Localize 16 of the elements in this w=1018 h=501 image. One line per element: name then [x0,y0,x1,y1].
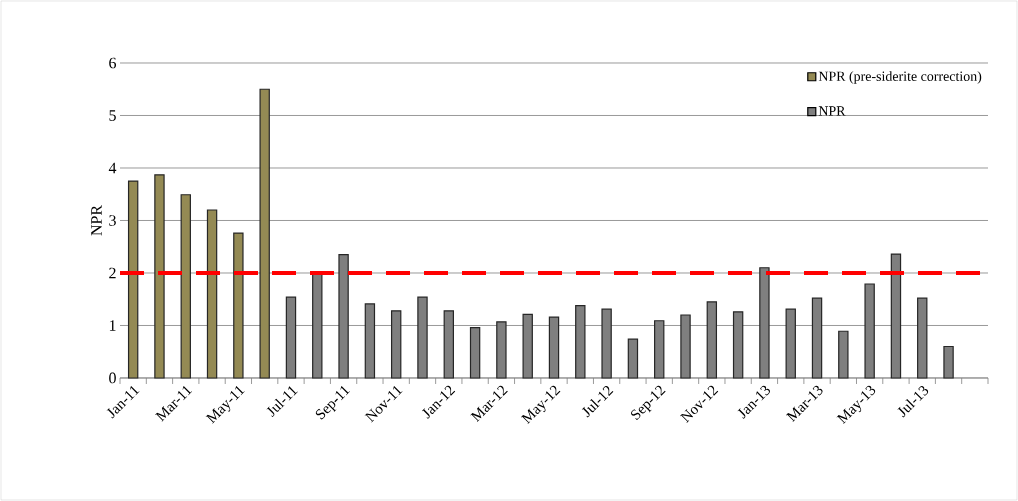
bar [206,209,218,379]
legend-label: NPR [818,106,846,116]
bar [154,174,165,379]
bar [259,88,270,379]
y-tick-label: 3 [109,215,116,226]
y-axis-title: NPR [91,205,102,236]
legend-label: NPR (pre-siderite correction) [818,71,982,84]
y-tick-label: 5 [109,110,116,121]
y-tick-label: 4 [108,162,117,174]
y-tick-label: 1 [109,320,116,331]
y-tick-label: 0 [109,372,116,384]
bar [180,194,191,379]
y-tick-label: 2 [109,267,116,279]
bar [127,180,139,379]
y-tick-label: 6 [109,57,117,69]
bar [233,232,244,379]
